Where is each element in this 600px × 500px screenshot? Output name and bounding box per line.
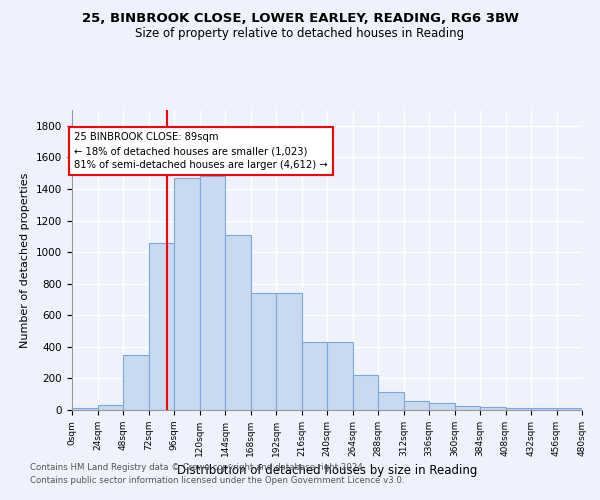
Text: 25 BINBROOK CLOSE: 89sqm
← 18% of detached houses are smaller (1,023)
81% of sem: 25 BINBROOK CLOSE: 89sqm ← 18% of detach… <box>74 132 328 170</box>
Bar <box>251 293 276 410</box>
Bar <box>505 408 531 410</box>
Bar <box>72 408 97 410</box>
Bar <box>455 406 480 410</box>
Bar <box>557 408 582 410</box>
Bar <box>353 376 378 410</box>
Bar <box>97 406 123 410</box>
Text: Contains HM Land Registry data © Crown copyright and database right 2024.: Contains HM Land Registry data © Crown c… <box>30 464 365 472</box>
Text: 25, BINBROOK CLOSE, LOWER EARLEY, READING, RG6 3BW: 25, BINBROOK CLOSE, LOWER EARLEY, READIN… <box>82 12 518 26</box>
Bar <box>174 178 199 410</box>
Y-axis label: Number of detached properties: Number of detached properties <box>20 172 31 348</box>
Bar <box>378 392 404 410</box>
X-axis label: Distribution of detached houses by size in Reading: Distribution of detached houses by size … <box>177 464 477 477</box>
Bar <box>480 407 505 410</box>
Bar <box>531 408 557 410</box>
Bar <box>276 293 302 410</box>
Bar <box>429 403 455 410</box>
Bar <box>123 354 149 410</box>
Bar <box>327 342 353 410</box>
Bar <box>225 234 251 410</box>
Text: Contains public sector information licensed under the Open Government Licence v3: Contains public sector information licen… <box>30 476 404 485</box>
Bar <box>404 400 429 410</box>
Bar <box>149 242 174 410</box>
Text: Size of property relative to detached houses in Reading: Size of property relative to detached ho… <box>136 28 464 40</box>
Bar <box>302 342 327 410</box>
Bar <box>199 176 225 410</box>
